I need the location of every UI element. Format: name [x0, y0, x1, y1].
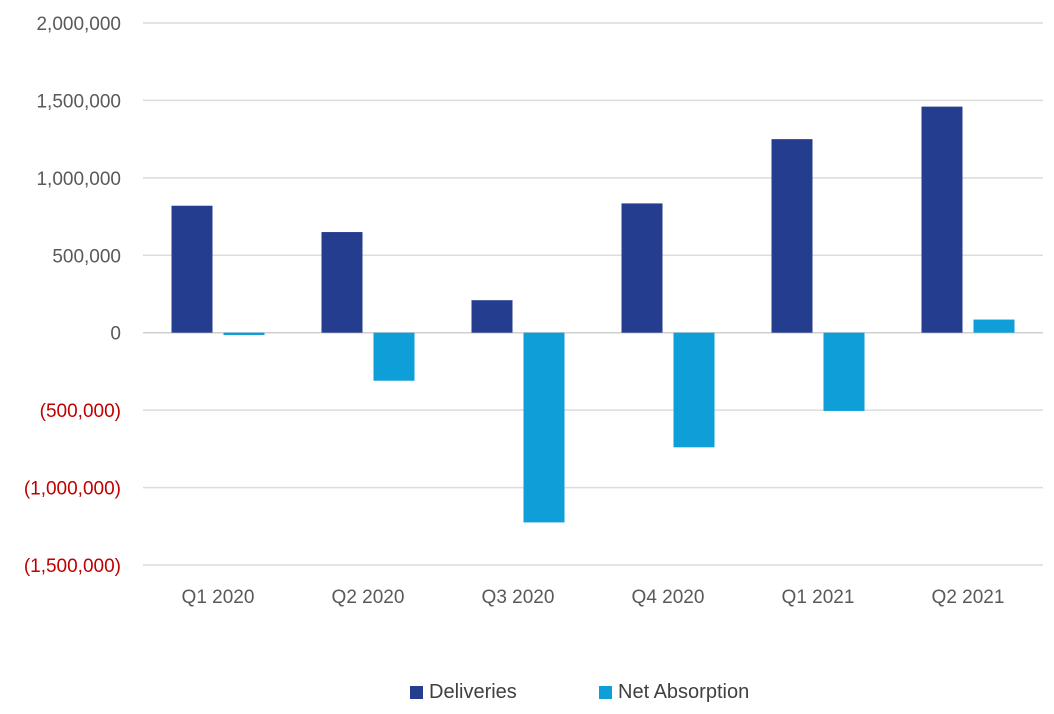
bar-net-absorption — [373, 332, 415, 381]
legend-item-deliveries: Deliveries — [410, 677, 517, 707]
bar-deliveries — [921, 106, 963, 333]
x-tick-label: Q4 2020 — [632, 587, 705, 608]
bar-deliveries — [321, 232, 363, 333]
y-tick-label: 1,000,000 — [36, 169, 121, 190]
legend-label-net-absorption: Net Absorption — [618, 680, 750, 703]
x-tick-label: Q2 2021 — [932, 587, 1005, 608]
legend-item-net-absorption: Net Absorption — [599, 677, 749, 707]
x-tick-label: Q3 2020 — [482, 587, 555, 608]
legend-swatch-net-absorption — [599, 685, 612, 699]
y-tick-label: (1,500,000) — [24, 556, 121, 577]
bar-net-absorption — [973, 319, 1015, 333]
bar-net-absorption — [223, 332, 265, 336]
bar-net-absorption — [673, 332, 715, 448]
bar-deliveries — [471, 300, 513, 333]
bar-net-absorption — [823, 332, 865, 411]
y-tick-label: 1,500,000 — [36, 91, 121, 112]
y-tick-label: (500,000) — [40, 401, 121, 422]
bar-deliveries — [771, 139, 813, 333]
bar-net-absorption — [523, 332, 565, 523]
bars — [171, 106, 1015, 523]
bar-deliveries — [621, 203, 663, 333]
x-tick-label: Q2 2020 — [332, 587, 405, 608]
bar-deliveries — [171, 205, 213, 333]
y-tick-label: 2,000,000 — [36, 14, 121, 35]
legend-label-deliveries: Deliveries — [429, 680, 517, 703]
x-axis-labels: Q1 2020 Q2 2020 Q3 2020 Q4 2020 Q1 2021 Q2 20… — [182, 587, 1005, 608]
y-tick-label: 500,000 — [52, 246, 121, 267]
y-tick-label: 0 — [110, 324, 121, 345]
y-axis-labels: 2,000,000 1,500,000 1,000,000 500,000 0 (500,… — [24, 14, 121, 577]
legend: Deliveries Net Absorption — [0, 677, 1054, 707]
legend-swatch-deliveries — [410, 685, 423, 699]
x-tick-label: Q1 2021 — [782, 587, 855, 608]
y-tick-label: (1,000,000) — [24, 479, 121, 500]
x-tick-label: Q1 2020 — [182, 587, 255, 608]
gridlines — [143, 22, 1043, 566]
